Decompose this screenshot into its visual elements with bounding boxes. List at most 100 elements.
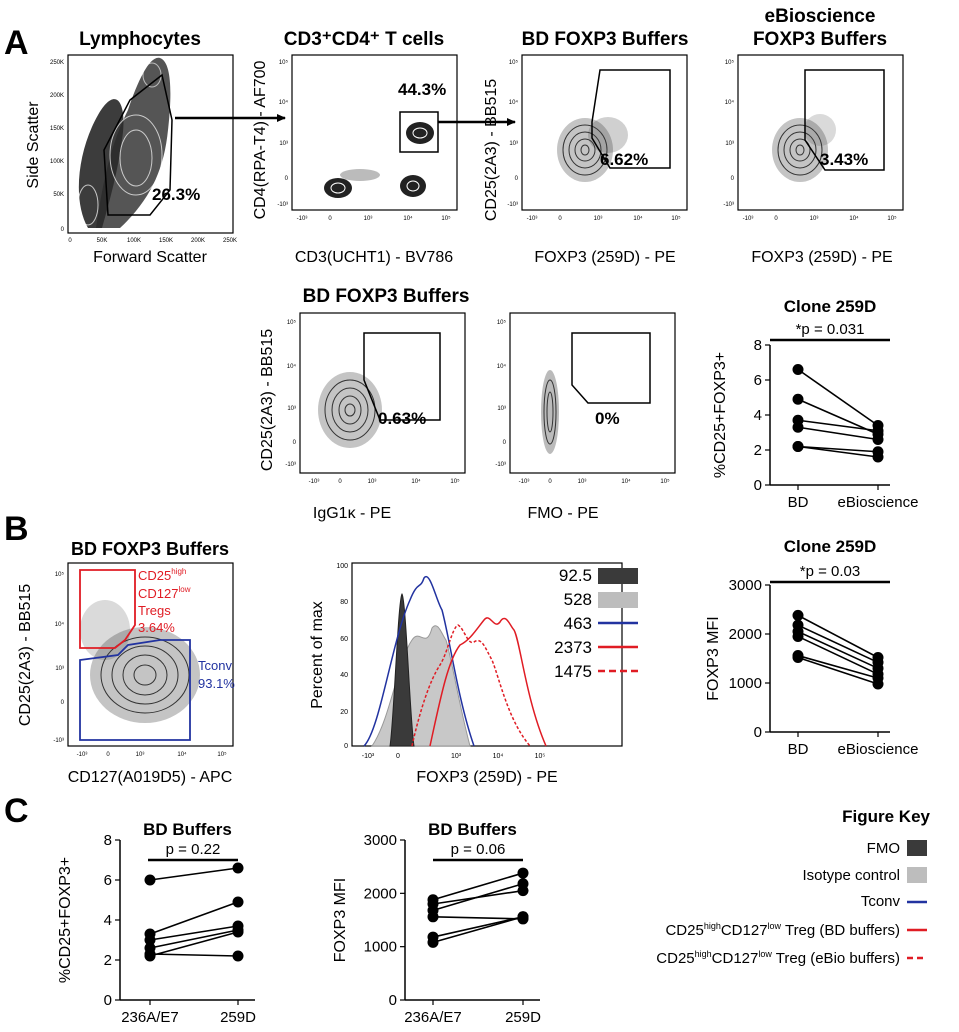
y-tick-label: 0 [754,477,762,494]
svg-text:10⁵: 10⁵ [725,59,735,66]
pair-line [797,445,879,458]
category-label: BD [788,494,809,511]
y-tick-label: 0 [389,992,397,1009]
plot-frame [737,54,904,211]
data-point [792,441,804,452]
svg-text:0: 0 [396,753,400,760]
svg-text:100: 100 [336,563,348,570]
figure-key-label-tconv: Tconv [861,893,901,910]
gate-percent: 6.62% [600,150,648,169]
svg-text:10⁵: 10⁵ [217,751,227,758]
svg-text:-10³: -10³ [297,216,308,222]
data-point [792,421,804,433]
y-axis-label: FOXP3 MFI [332,878,349,962]
y-tick-label: 2 [754,442,762,459]
svg-text:0: 0 [548,479,552,485]
plot-frame [299,312,466,474]
svg-text:200K: 200K [191,238,205,244]
data-point [792,609,804,621]
category-label: eBioscience [838,741,919,758]
svg-text:CD25high: CD25high [138,567,186,583]
svg-text:10⁵: 10⁵ [441,215,451,222]
svg-text:10⁴: 10⁴ [633,215,643,222]
y-tick-label: 1000 [364,939,397,956]
y-tick-labels: 10⁵ 10⁴ 10³ 0 -10³ [285,319,296,468]
svg-text:10³: 10³ [136,752,145,758]
chart-title: Clone 259D [784,537,877,556]
category-label: BD [788,741,809,758]
svg-text:0: 0 [558,216,562,222]
data-point [232,950,244,962]
category-label: eBioscience [838,494,919,511]
x-tick-labels: -10³ 0 10³ 10⁴ 10⁵ [519,478,670,485]
panel-label-c: C [4,792,29,830]
svg-text:-10³: -10³ [362,753,375,760]
svg-text:-10³: -10³ [743,216,754,222]
svg-text:0: 0 [515,176,519,182]
figure-key-label-isotype: Isotype control [802,867,900,884]
y-tick-label: 6 [754,372,762,389]
y-tick-label: 6 [104,872,112,889]
y-tick-label: 0 [754,724,762,741]
svg-text:10³: 10³ [368,479,377,485]
y-axis-label: %CD25+FOXP3+ [57,857,74,983]
pair-line [149,925,239,941]
p-value: *p = 0.03 [800,563,860,580]
gate [363,332,441,421]
y-axis-label: CD4(RPA-T4) - AF700 [252,60,269,219]
svg-text:250K: 250K [223,238,237,244]
svg-text:80: 80 [340,599,348,606]
pair-line [797,445,879,453]
x-axis-label: FOXP3 (259D) - PE [751,249,892,266]
svg-text:10⁴: 10⁴ [403,215,413,222]
y-tick-label: 2000 [364,885,397,902]
plot-title: BD FOXP3 Buffers [303,286,470,307]
svg-text:-10³: -10³ [285,462,296,468]
x-axis-label: CD127(A019D5) - APC [68,769,233,786]
pair-line [432,882,524,912]
data-point [232,896,244,908]
svg-text:-10³: -10³ [519,479,530,485]
plot-title: CD3⁺CD4⁺ T cells [284,29,445,50]
legend-value-treg-bd: 2373 [554,638,592,657]
legend-value-isotype: 528 [564,590,592,609]
density-contours [772,114,836,182]
svg-text:10⁵: 10⁵ [279,59,289,66]
data-point [517,911,529,923]
gate [103,73,173,216]
data-point [517,867,529,879]
p-value: p = 0.22 [166,841,221,858]
y-axis-label: %CD25+FOXP3+ [712,352,729,478]
svg-text:0: 0 [285,176,289,182]
pair-line [797,624,879,664]
plot-frame [521,54,688,211]
svg-text:0: 0 [338,479,342,485]
y-axis-label: Percent of max [309,601,326,709]
y-tick-labels: 10⁵ 10⁴ 10³ 0 -10³ [53,571,64,744]
figure-key-swatch-isotype [907,867,927,883]
y-tick-labels: 10⁵ 10⁴ 10³ 0 -10³ [507,59,518,208]
y-tick-labels: 10⁵ 10⁴ 10³ 0 -10³ [277,59,288,208]
gate-percent: 0.63% [378,409,426,428]
svg-text:10⁴: 10⁴ [177,751,187,758]
legend-value-fmo: 92.5 [559,566,592,585]
svg-text:0: 0 [293,440,297,446]
pair-line [797,614,879,659]
svg-text:10⁴: 10⁴ [849,215,859,222]
gate-percent: 0% [595,409,620,428]
chart-title: BD Buffers [428,820,517,839]
plot-title-line1: eBioscience [765,6,876,27]
histogram-fmo [389,593,415,747]
svg-text:10⁵: 10⁵ [535,753,546,760]
category-label: 259D [505,1009,541,1026]
figure-key: Figure Key FMO Isotype control Tconv CD2… [656,807,930,967]
gate-percent: 26.3% [152,185,200,204]
x-axis-label: FOXP3 (259D) - PE [534,249,675,266]
figure-key-label-treg-ebio: CD25highCD127low Treg (eBio buffers) [656,949,900,967]
svg-text:10³: 10³ [279,141,288,147]
svg-text:10⁴: 10⁴ [621,478,631,485]
y-tick-label: 2000 [729,626,762,643]
histogram-legend: 92.5 528 463 2373 1475 [554,566,638,681]
tconv-gate [79,639,191,741]
x-axis-label: FOXP3 (259D) - PE [416,769,557,786]
